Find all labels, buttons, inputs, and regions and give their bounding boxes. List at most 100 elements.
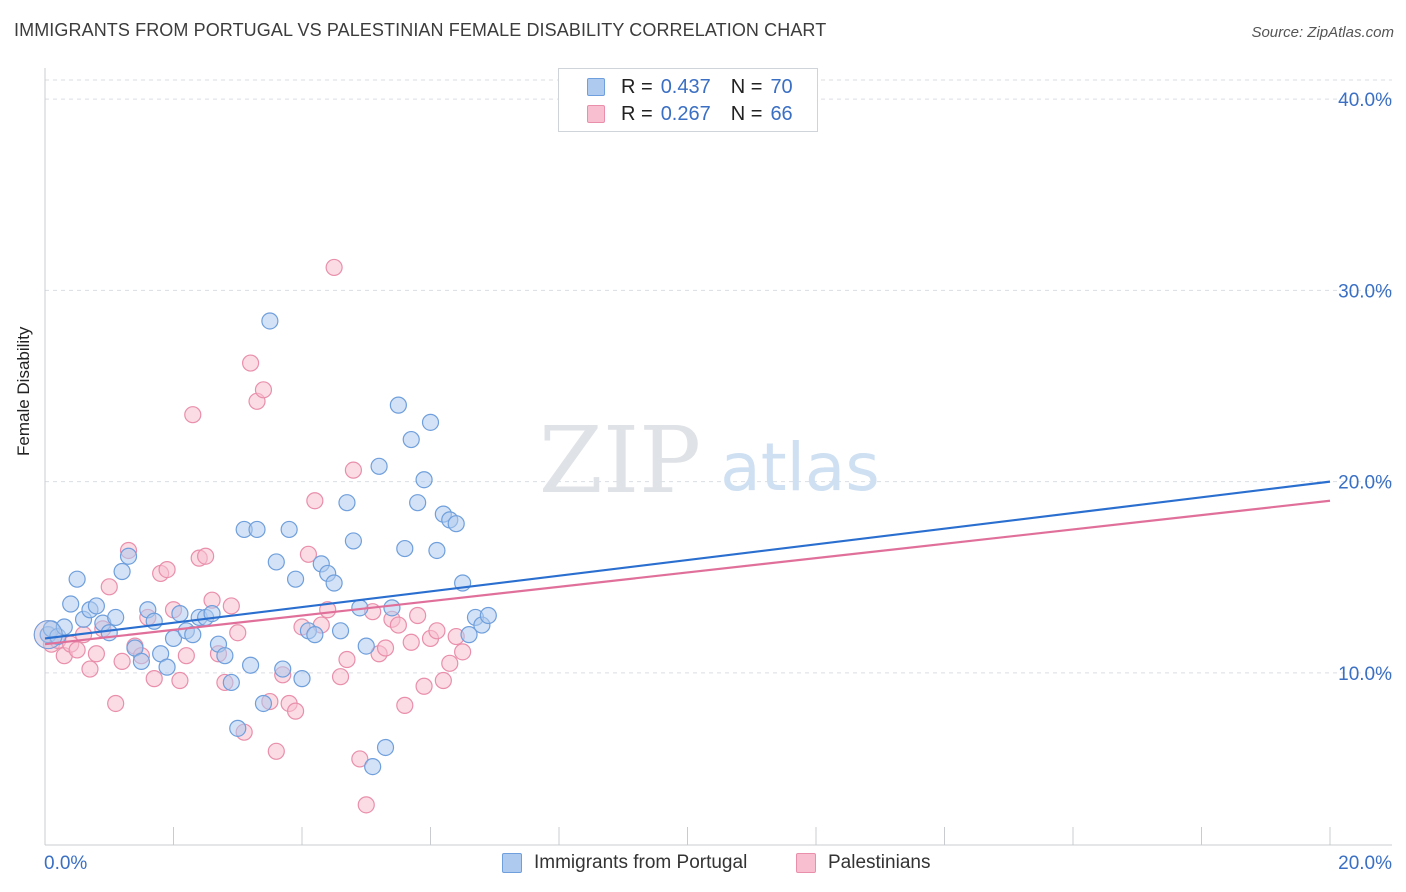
correlation-legend: R = 0.437 N = 70 R = 0.267 N = 66 xyxy=(558,68,818,132)
portugal-point xyxy=(370,457,388,475)
palestinians-point xyxy=(325,258,343,277)
palestinians-point xyxy=(434,671,452,690)
portugal-point xyxy=(389,396,407,414)
legend-swatch-pink xyxy=(587,105,605,123)
palestinians-point xyxy=(306,492,324,510)
palestinians-point xyxy=(68,641,86,659)
portugal-point xyxy=(171,604,189,623)
portugal-point xyxy=(62,595,80,613)
palestinians-point xyxy=(177,647,195,665)
portugal-point xyxy=(55,618,73,636)
watermark-zip: ZIP xyxy=(539,407,701,514)
legend-n-value: 66 xyxy=(770,102,793,125)
palestinians-point xyxy=(409,606,427,625)
legend-r-label: R = xyxy=(621,75,653,98)
palestinians-point xyxy=(100,578,118,596)
palestinians-point xyxy=(254,381,273,399)
portugal-point xyxy=(158,658,176,676)
palestinians-point xyxy=(338,650,356,669)
palestinians-point xyxy=(267,742,285,760)
portugal-point xyxy=(248,520,266,539)
bottom-legend-palestinians: Palestinians xyxy=(796,852,930,874)
palestinians-point xyxy=(171,671,189,690)
palestinians-point xyxy=(344,461,362,479)
portugal-point xyxy=(107,608,125,627)
palestinians-point xyxy=(441,654,459,672)
bottom-legend-swatch-pink xyxy=(796,853,816,873)
palestinians-point xyxy=(242,354,260,372)
palestinians-trend-line xyxy=(44,499,1331,646)
tick-labels: 10.0% 20.0% 30.0% 40.0% 0.0% 20.0% xyxy=(44,90,1392,874)
portugal-point xyxy=(229,719,247,737)
chart-source: Source: ZipAtlas.com xyxy=(1251,24,1394,41)
trend-lines xyxy=(44,480,1331,646)
legend-n-label: N = xyxy=(730,75,763,98)
portugal-point xyxy=(479,606,497,625)
watermark-atlas: atlas xyxy=(720,429,880,506)
legend-n-label: N = xyxy=(730,102,763,125)
axes xyxy=(44,68,1392,846)
y-tick-label: 10.0% xyxy=(1338,664,1392,685)
palestinians-point xyxy=(376,639,395,657)
palestinians-point xyxy=(428,622,446,640)
palestinians-point xyxy=(389,616,407,634)
portugal-point xyxy=(274,660,292,678)
portugal-point xyxy=(421,413,440,431)
x-tick-label: 0.0% xyxy=(44,853,87,874)
portugal-point xyxy=(460,626,478,644)
portugal-point xyxy=(293,670,311,688)
portugal-point xyxy=(267,553,285,571)
legend-r-value: 0.267 xyxy=(660,102,711,125)
palestinians-point xyxy=(229,624,247,642)
portugal-point xyxy=(447,515,465,533)
legend-row-portugal: R = 0.437 N = 70 xyxy=(587,75,793,99)
portugal-point xyxy=(280,520,298,539)
portugal-point xyxy=(415,471,433,489)
portugal-point xyxy=(331,622,350,640)
palestinians-point xyxy=(415,677,433,695)
portugal-trend-line xyxy=(44,480,1331,640)
portugal-point xyxy=(119,547,138,565)
portugal-point xyxy=(254,694,273,713)
portugal-point xyxy=(68,570,86,588)
bottom-legend-swatch-blue xyxy=(502,853,522,873)
portugal-point xyxy=(383,599,401,617)
palestinians-point xyxy=(87,645,106,663)
y-tick-label: 40.0% xyxy=(1338,90,1392,111)
palestinians-point xyxy=(396,696,414,714)
portugal-point xyxy=(286,570,305,588)
y-tick-label: 30.0% xyxy=(1338,281,1392,302)
portugal-point xyxy=(402,430,420,449)
portugal-point xyxy=(325,574,343,592)
legend-swatch-blue xyxy=(587,78,605,96)
portugal-point xyxy=(409,494,427,512)
bottom-legend-portugal: Immigrants from Portugal xyxy=(502,852,747,874)
x-tick-label: 20.0% xyxy=(1338,853,1392,874)
bottom-legend-label: Palestinians xyxy=(828,852,931,873)
palestinians-point xyxy=(357,796,375,814)
portugal-point xyxy=(357,637,375,655)
bottom-legend-label: Immigrants from Portugal xyxy=(534,852,748,873)
portugal-point xyxy=(87,597,106,615)
portugal-point xyxy=(216,647,234,665)
palestinians-point xyxy=(331,668,350,686)
portugal-point xyxy=(338,494,356,512)
portugal-point xyxy=(306,626,324,644)
chart-title: IMMIGRANTS FROM PORTUGAL VS PALESTINIAN … xyxy=(14,20,827,40)
portugal-point xyxy=(376,738,395,757)
watermark: ZIP atlas xyxy=(539,407,880,514)
portugal-points xyxy=(33,312,497,776)
portugal-point xyxy=(261,312,279,330)
portugal-point xyxy=(113,562,131,581)
portugal-point xyxy=(428,541,446,560)
palestinians-point xyxy=(402,633,420,651)
palestinians-point xyxy=(454,643,472,661)
palestinians-point xyxy=(184,406,202,424)
palestinians-point xyxy=(81,660,99,678)
y-tick-label: 20.0% xyxy=(1338,473,1392,494)
palestinians-point xyxy=(299,545,318,563)
legend-r-label: R = xyxy=(621,102,653,125)
legend-row-palestinians: R = 0.267 N = 66 xyxy=(587,102,793,126)
portugal-point xyxy=(132,652,150,671)
